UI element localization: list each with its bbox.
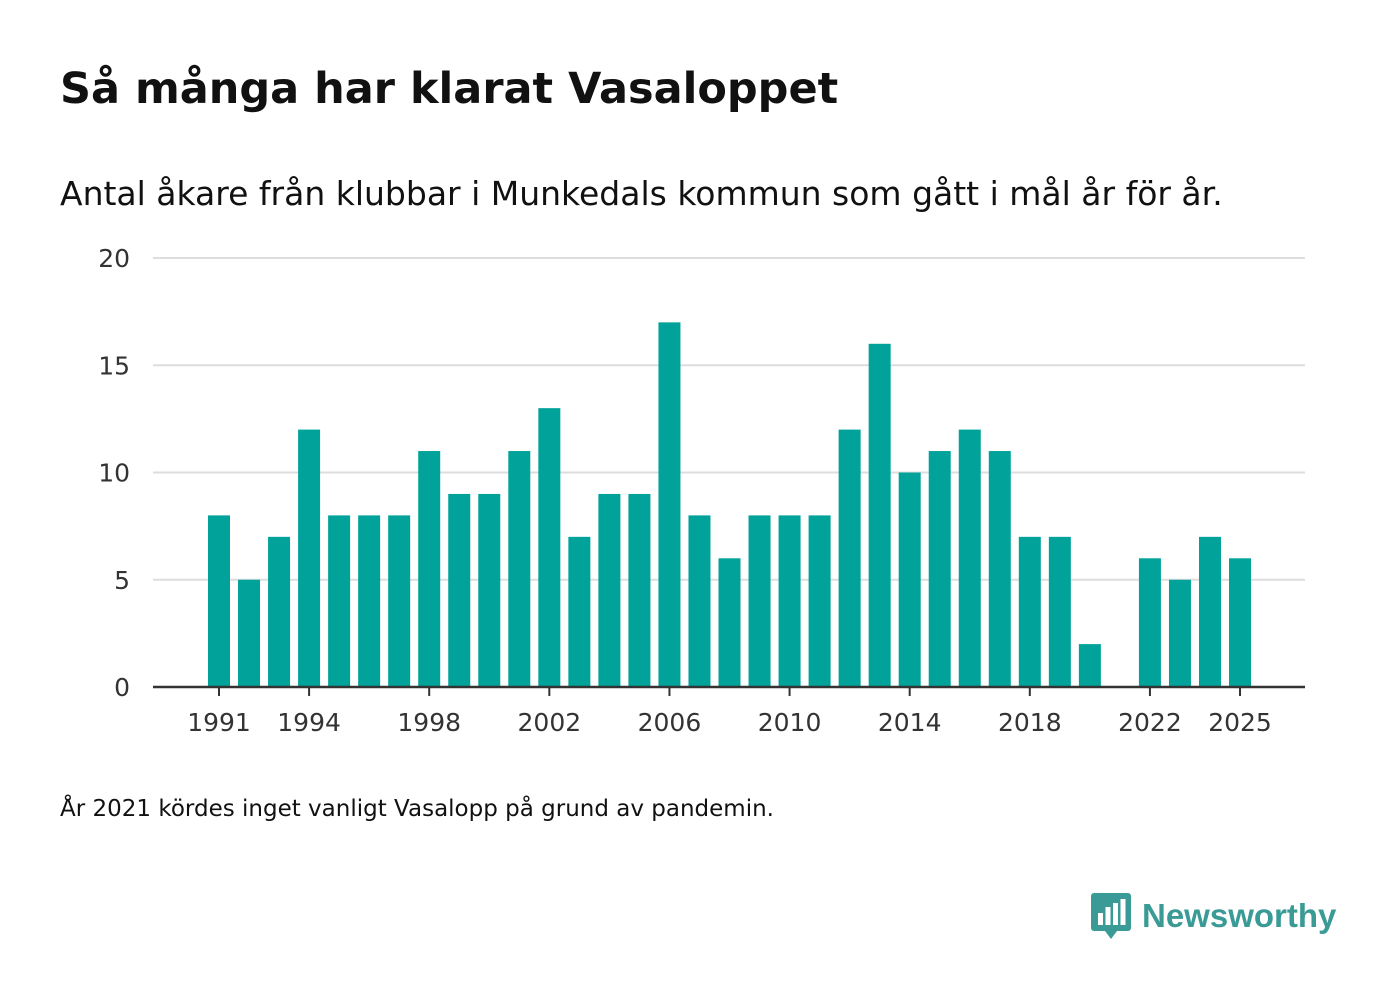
bar-2010 — [778, 515, 801, 687]
newsworthy-logo: Newsworthy — [1090, 890, 1336, 942]
bar-2001 — [508, 451, 531, 687]
bar-2006 — [658, 322, 681, 687]
bar-1992 — [238, 579, 261, 687]
bar-1999 — [448, 493, 471, 687]
x-tick-label: 2010 — [758, 708, 822, 737]
bar-2024 — [1198, 536, 1221, 687]
x-tick-label: 2022 — [1118, 708, 1182, 737]
bar-2000 — [478, 493, 501, 687]
bar-2017 — [988, 451, 1011, 687]
bar-2007 — [688, 515, 711, 687]
bar-2003 — [568, 536, 591, 687]
y-tick-label: 5 — [114, 566, 130, 595]
x-tick-label: 2018 — [998, 708, 1062, 737]
x-tick-label: 1991 — [187, 708, 251, 737]
bar-2018 — [1018, 536, 1041, 687]
x-tick-label: 1998 — [397, 708, 461, 737]
bar-2020 — [1078, 644, 1101, 687]
y-tick-label: 20 — [98, 244, 130, 273]
footnote: År 2021 kördes inget vanligt Vasalopp på… — [60, 796, 774, 822]
y-tick-label: 10 — [98, 459, 130, 488]
bar-2011 — [808, 515, 831, 687]
bar-1996 — [358, 515, 381, 687]
bar-1993 — [268, 536, 291, 687]
bar-2008 — [718, 558, 741, 687]
bar-2016 — [958, 429, 981, 687]
y-tick-label: 15 — [98, 351, 130, 380]
bar-2013 — [868, 343, 891, 687]
bar-1995 — [328, 515, 351, 687]
bar-2005 — [628, 493, 651, 687]
bar-2012 — [838, 429, 861, 687]
bar-1997 — [388, 515, 411, 687]
bar-1991 — [208, 515, 230, 687]
chart-subtitle: Antal åkare från klubbar i Munkedals kom… — [60, 174, 1223, 213]
x-tick-label: 2014 — [878, 708, 942, 737]
chart-title: Så många har klarat Vasaloppet — [60, 64, 839, 114]
x-tick-label: 2025 — [1208, 708, 1272, 737]
bar-1998 — [418, 451, 441, 687]
bar-2019 — [1048, 536, 1071, 687]
bar-2002 — [538, 408, 561, 687]
x-tick-label: 1994 — [277, 708, 341, 737]
bar-2004 — [598, 493, 621, 687]
bar-2009 — [748, 515, 771, 687]
bar-2025 — [1229, 558, 1252, 687]
bar-2014 — [898, 472, 921, 687]
x-tick-label: 2002 — [518, 708, 582, 737]
bar-2015 — [928, 451, 951, 687]
bar-chart-bubble-icon — [1091, 893, 1131, 939]
bar-2022 — [1138, 558, 1161, 687]
bar-1994 — [298, 429, 321, 687]
x-tick-label: 2006 — [638, 708, 702, 737]
logo-text: Newsworthy — [1142, 897, 1337, 934]
bar-2023 — [1168, 579, 1191, 687]
y-tick-label: 0 — [114, 673, 130, 702]
